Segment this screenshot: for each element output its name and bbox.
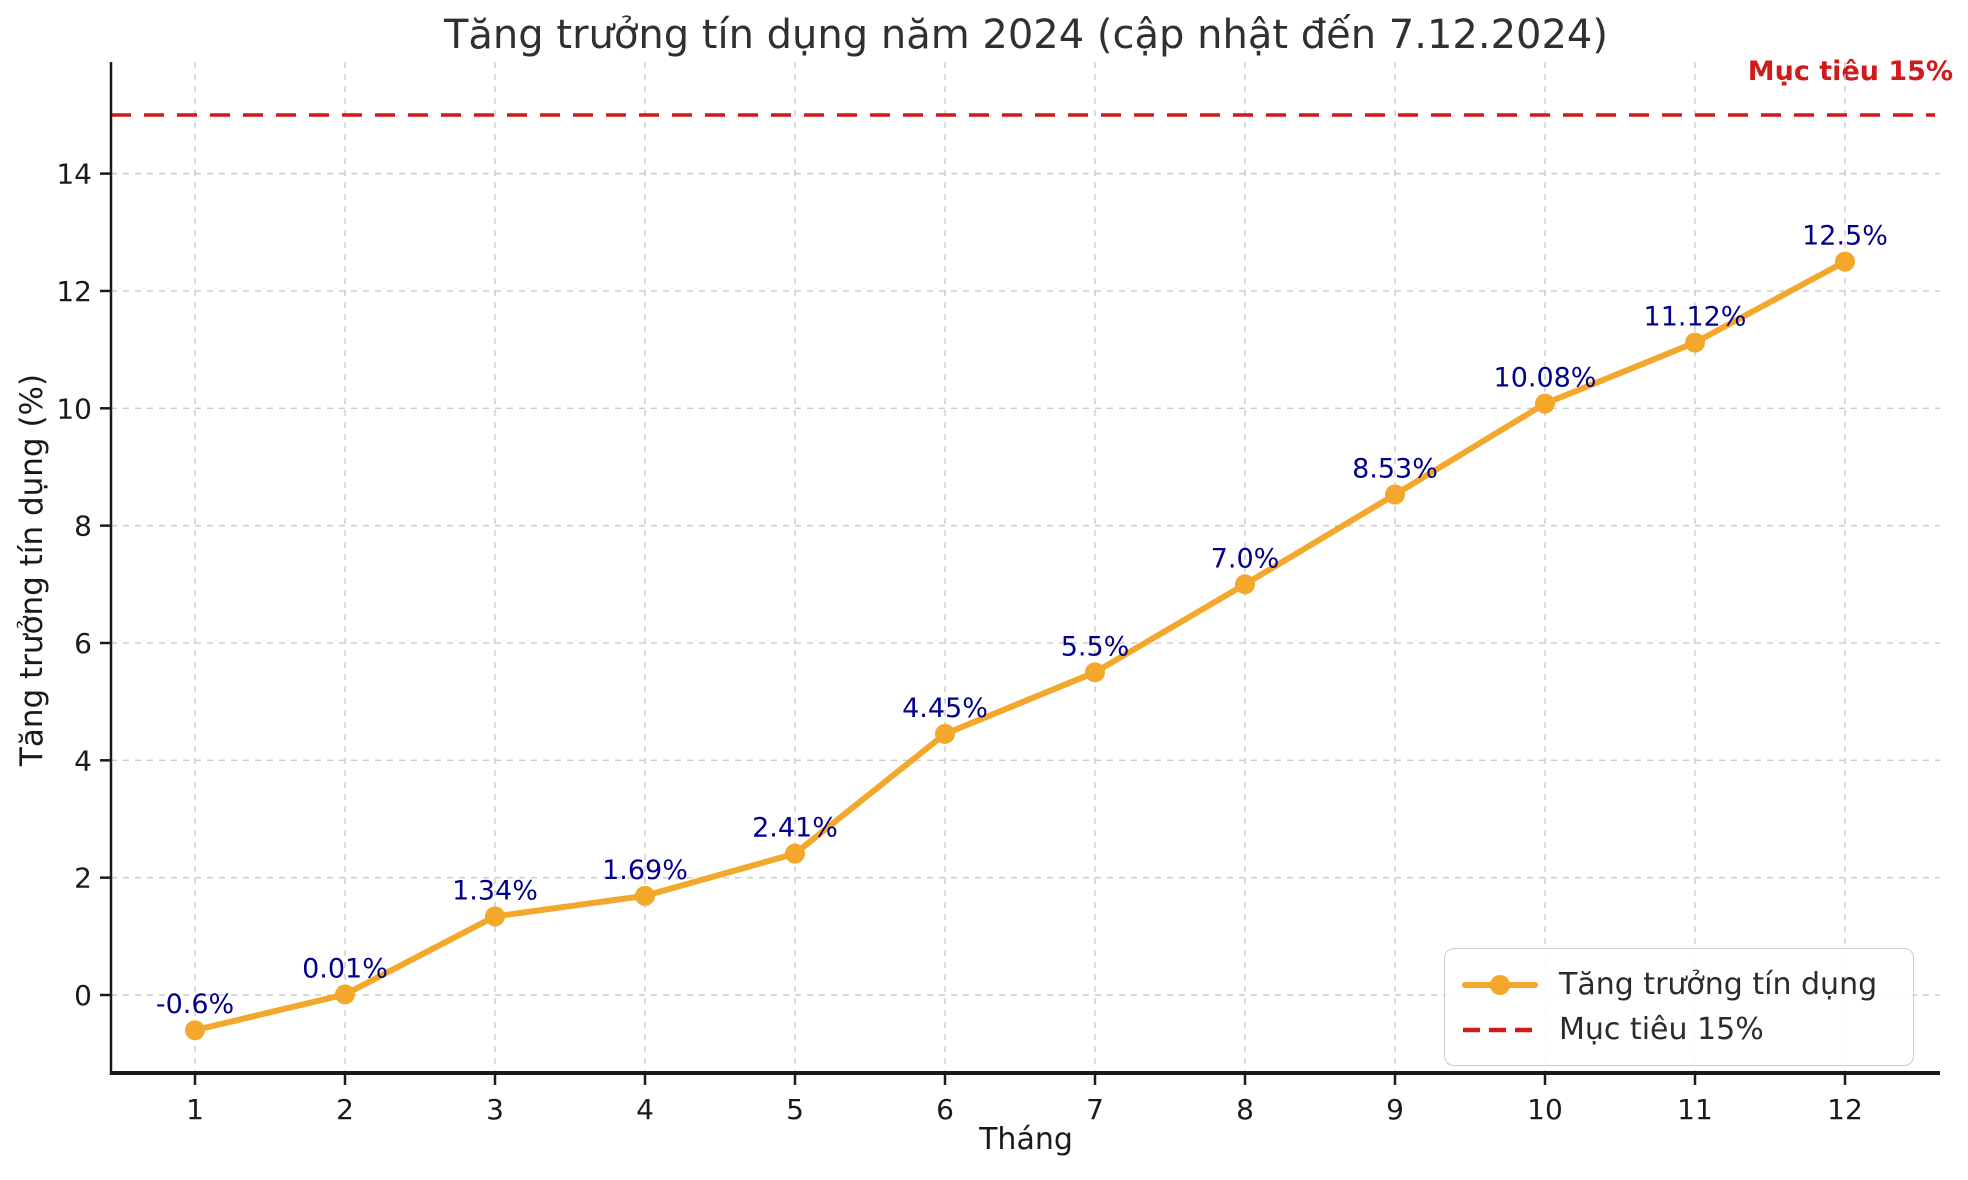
x-tick-label: 3 [486, 1093, 504, 1126]
data-point-label: 7.0% [1211, 543, 1280, 574]
data-point-marker [485, 906, 505, 927]
y-tick-label: 2 [74, 862, 92, 895]
y-tick-label: 8 [74, 510, 92, 543]
legend: Tăng trưởng tín dụng Mục tiêu 15% [1444, 948, 1914, 1066]
data-point-marker [635, 885, 655, 906]
y-tick-label: 10 [56, 392, 92, 425]
data-point-label: 5.5% [1061, 631, 1130, 662]
y-tick-label: 0 [74, 979, 92, 1012]
legend-series-marker-icon [1490, 974, 1510, 995]
data-point-label: 2.41% [752, 813, 838, 844]
data-point-marker [1235, 574, 1255, 595]
legend-swatch-series [1462, 974, 1538, 995]
y-tick-label: 4 [74, 744, 92, 777]
data-point-label: 4.45% [902, 693, 988, 724]
x-tick-label: 10 [1527, 1093, 1563, 1126]
target-line-label: Mục tiêu 15% [1747, 56, 1953, 87]
data-point-marker [335, 984, 355, 1005]
x-tick-label: 11 [1677, 1093, 1713, 1126]
legend-item-target: Mục tiêu 15% [1461, 1012, 1897, 1047]
x-tick-label: 9 [1386, 1093, 1404, 1126]
x-tick-label: 7 [1086, 1093, 1104, 1126]
legend-label-target: Mục tiêu 15% [1559, 1012, 1764, 1047]
data-point-marker [1685, 332, 1705, 353]
y-axis-label: Tăng trưởng tín dụng (%) [14, 373, 50, 767]
data-point-label: 10.08% [1494, 363, 1597, 394]
data-point-label: 1.34% [452, 875, 538, 906]
x-tick-label: 5 [786, 1093, 804, 1126]
data-point-label: 1.69% [602, 855, 688, 886]
series-line [192, 258, 1848, 1034]
data-point-marker [185, 1020, 205, 1041]
data-point-label: 0.01% [302, 953, 388, 984]
data-point-marker [785, 843, 805, 864]
chart-title: Tăng trưởng tín dụng năm 2024 (cập nhật … [443, 12, 1608, 58]
y-tick-label: 14 [56, 158, 92, 191]
y-tick-label: 12 [56, 275, 92, 308]
data-point-marker [935, 723, 955, 744]
data-point-marker [1835, 251, 1855, 272]
data-point-label: -0.6% [156, 989, 234, 1020]
legend-swatch-target [1463, 1027, 1537, 1032]
x-tick-label: 6 [936, 1093, 954, 1126]
x-tick-label: 4 [636, 1093, 654, 1126]
x-axis-label: Tháng [979, 1122, 1073, 1157]
data-point-label: 8.53% [1352, 454, 1438, 485]
legend-item-series: Tăng trưởng tín dụng [1461, 967, 1897, 1002]
data-point-marker [1535, 393, 1555, 414]
x-tick-label: 12 [1827, 1093, 1863, 1126]
data-point-label: 12.5% [1802, 221, 1888, 252]
x-tick-label: 2 [336, 1093, 354, 1126]
data-point-marker [1385, 484, 1405, 505]
legend-label-series: Tăng trưởng tín dụng [1559, 967, 1878, 1002]
data-point-label: 11.12% [1644, 302, 1747, 333]
x-tick-label: 8 [1236, 1093, 1254, 1126]
data-point-marker [1085, 662, 1105, 683]
y-tick-label: 6 [74, 627, 92, 660]
x-tick-label: 1 [186, 1093, 204, 1126]
